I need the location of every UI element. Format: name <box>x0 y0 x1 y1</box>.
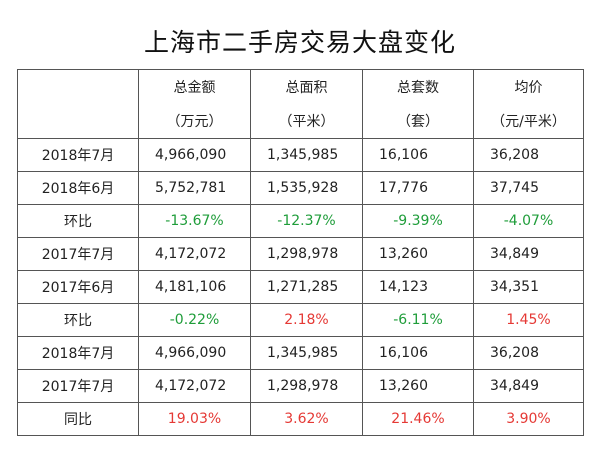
cell-total-amount: 4,181,106 <box>138 270 251 304</box>
cell-average-price: 34,849 <box>473 369 584 403</box>
cell-average-price: 3.90% <box>473 402 584 436</box>
unit-total-units: （套） <box>362 104 474 139</box>
page-title: 上海市二手房交易大盘变化 <box>143 28 456 57</box>
cell-total-area: 1,345,985 <box>250 138 363 172</box>
cell-total-amount: -0.22% <box>138 303 251 337</box>
header-total-area: 总面积 <box>250 69 363 104</box>
header-row-names: 总金额 总面积 总套数 均价 <box>17 69 584 104</box>
cell-total-amount: 4,966,090 <box>138 138 251 172</box>
cell-total-units: 13,260 <box>362 237 474 271</box>
market-change-table: 总金额 总面积 总套数 均价 （万元） （平米） （套） （元/平米） 2018… <box>17 69 584 436</box>
cell-total-amount: 4,966,090 <box>138 336 251 370</box>
cell-total-amount: -13.67% <box>138 204 251 238</box>
cell-total-area: 1,271,285 <box>250 270 363 304</box>
header-average-price: 均价 <box>473 69 584 104</box>
row-label: 2017年7月 <box>17 369 139 403</box>
table-row: 2018年7月 4,966,090 1,345,985 16,106 36,208 <box>17 138 584 172</box>
cell-total-amount: 19.03% <box>138 402 251 436</box>
row-label: 2018年6月 <box>17 171 139 205</box>
table-row: 环比 -0.22% 2.18% -6.11% 1.45% <box>17 303 584 337</box>
cell-average-price: 37,745 <box>473 171 584 205</box>
header-total-units: 总套数 <box>362 69 474 104</box>
cell-total-units: -6.11% <box>362 303 474 337</box>
table-row: 2018年7月 4,966,090 1,345,985 16,106 36,208 <box>17 336 584 370</box>
unit-average-price: （元/平米） <box>473 104 584 139</box>
cell-average-price: 34,849 <box>473 237 584 271</box>
cell-total-area: -12.37% <box>250 204 363 238</box>
cell-average-price: 36,208 <box>473 336 584 370</box>
cell-total-amount: 4,172,072 <box>138 237 251 271</box>
cell-total-area: 1,298,978 <box>250 369 363 403</box>
table-row: 同比 19.03% 3.62% 21.46% 3.90% <box>17 402 584 436</box>
cell-average-price: 36,208 <box>473 138 584 172</box>
row-label: 同比 <box>17 402 139 436</box>
cell-total-area: 1,345,985 <box>250 336 363 370</box>
cell-total-units: 17,776 <box>362 171 474 205</box>
cell-total-units: -9.39% <box>362 204 474 238</box>
header-corner-cell-lower <box>17 104 139 139</box>
table-row: 2017年7月 4,172,072 1,298,978 13,260 34,849 <box>17 237 584 271</box>
cell-total-amount: 5,752,781 <box>138 171 251 205</box>
table-body: 2018年7月 4,966,090 1,345,985 16,106 36,208 201… <box>17 138 584 436</box>
cell-total-amount: 4,172,072 <box>138 369 251 403</box>
cell-total-units: 14,123 <box>362 270 474 304</box>
row-label: 2018年7月 <box>17 138 139 172</box>
table-row: 环比 -13.67% -12.37% -9.39% -4.07% <box>17 204 584 238</box>
row-label: 2018年7月 <box>17 336 139 370</box>
header-row-units: （万元） （平米） （套） （元/平米） <box>17 104 584 139</box>
cell-total-area: 3.62% <box>250 402 363 436</box>
cell-total-units: 16,106 <box>362 336 474 370</box>
header-total-amount: 总金额 <box>138 69 251 104</box>
unit-total-amount: （万元） <box>138 104 251 139</box>
cell-average-price: 34,351 <box>473 270 584 304</box>
row-label: 环比 <box>17 204 139 238</box>
row-label: 2017年7月 <box>17 237 139 271</box>
row-label: 2017年6月 <box>17 270 139 304</box>
table-row: 2018年6月 5,752,781 1,535,928 17,776 37,745 <box>17 171 584 205</box>
unit-total-area: （平米） <box>250 104 363 139</box>
cell-total-area: 2.18% <box>250 303 363 337</box>
cell-average-price: -4.07% <box>473 204 584 238</box>
table-row: 2017年7月 4,172,072 1,298,978 13,260 34,849 <box>17 369 584 403</box>
table-row: 2017年6月 4,181,106 1,271,285 14,123 34,351 <box>17 270 584 304</box>
row-label: 环比 <box>17 303 139 337</box>
cell-total-area: 1,535,928 <box>250 171 363 205</box>
cell-total-units: 13,260 <box>362 369 474 403</box>
cell-total-units: 21.46% <box>362 402 474 436</box>
cell-total-units: 16,106 <box>362 138 474 172</box>
cell-total-area: 1,298,978 <box>250 237 363 271</box>
cell-average-price: 1.45% <box>473 303 584 337</box>
header-corner-cell <box>17 69 139 104</box>
